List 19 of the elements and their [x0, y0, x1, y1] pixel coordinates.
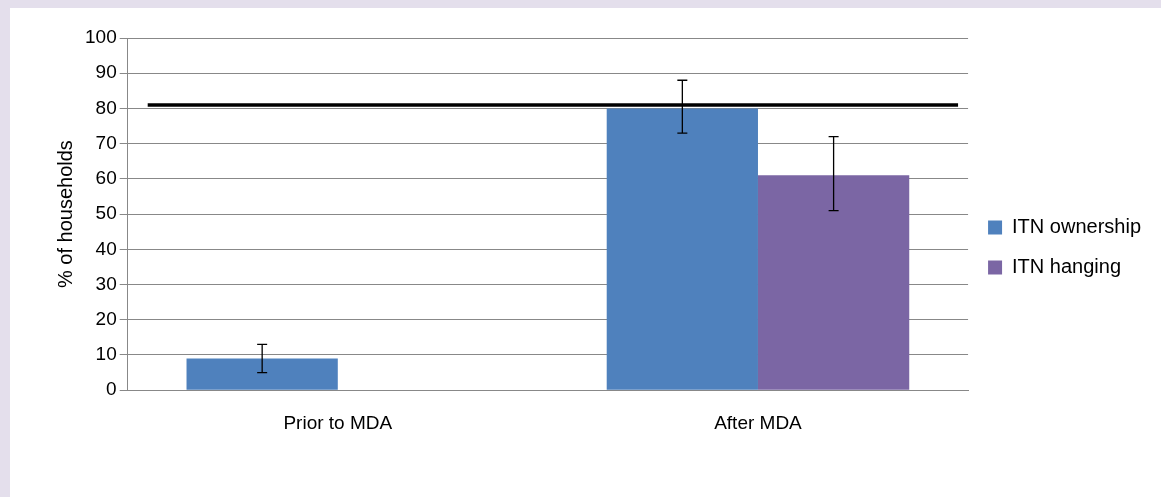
y-tick-label: 70: [95, 131, 117, 153]
bar: [757, 175, 910, 390]
bar: [606, 108, 758, 390]
legend-label: ITN hanging: [1012, 255, 1122, 278]
y-tick-label: 30: [95, 272, 117, 294]
y-tick-label: 0: [106, 378, 117, 400]
y-tick-label: 40: [95, 237, 117, 259]
y-tick-label: 60: [95, 167, 117, 189]
y-tick-label: 90: [95, 61, 117, 83]
x-tick-label: After MDA: [714, 411, 803, 433]
y-tick-label: 10: [95, 343, 117, 365]
y-tick-label: 100: [85, 26, 117, 48]
y-tick-label: 80: [95, 96, 117, 118]
y-tick-label: 50: [95, 202, 117, 224]
y-tick-label: 20: [95, 307, 117, 329]
legend-label: ITN ownership: [1012, 215, 1141, 238]
bar: [186, 358, 338, 390]
x-tick-label: Prior to MDA: [283, 411, 393, 433]
y-axis-title: % of households: [53, 140, 76, 289]
